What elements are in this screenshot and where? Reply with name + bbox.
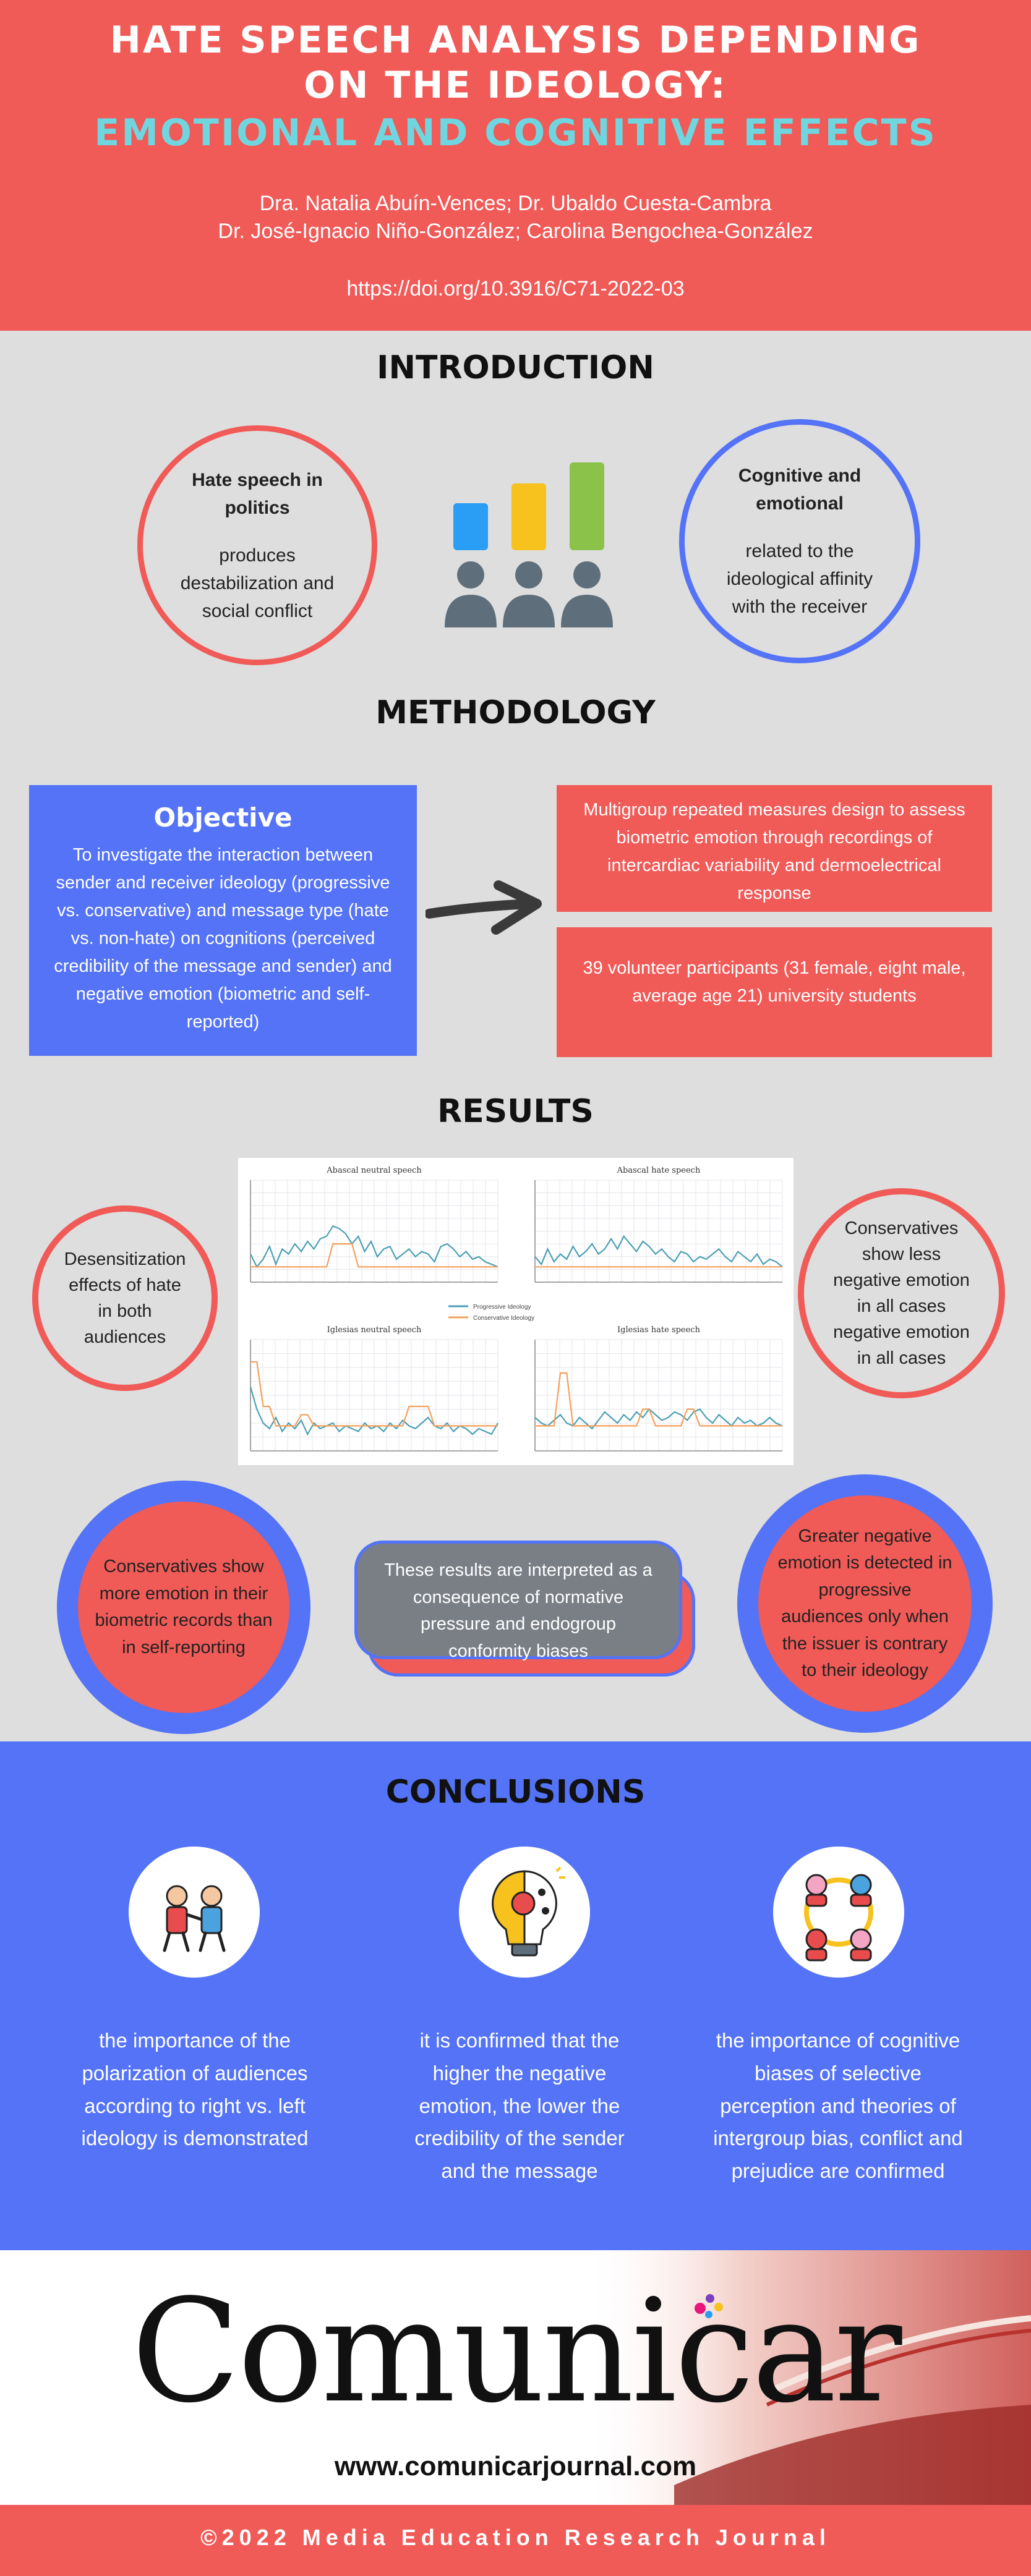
results-bottom-right-circle: Greater negative emotion is detected in … (737, 1474, 993, 1733)
chart-title: Iglesias neutral speech (327, 1325, 422, 1335)
audience-bar-chart-icon (445, 462, 613, 627)
title-line-1: HATE SPEECH ANALYSIS DEPENDING (109, 19, 922, 62)
series-line (534, 1408, 783, 1430)
chart-grid (534, 1180, 783, 1283)
design-text: Multigroup repeated measures design to a… (583, 800, 965, 903)
logo-dots-icon (695, 2294, 723, 2318)
title-line-2: ON THE IDEOLOGY: (304, 64, 727, 107)
title-line-3: EMOTIONAL AND COGNITIVE EFFECTS (94, 111, 937, 155)
chart-grid (534, 1339, 783, 1452)
series-line (250, 1361, 498, 1427)
legend-label: Conservative Ideology (473, 1315, 534, 1322)
intro-right-bold: Cognitive and emotional (738, 465, 862, 514)
books-image (581, 2250, 1031, 2505)
participants-text: 39 volunteer participants (31 female, ei… (583, 958, 966, 1006)
conclusion-text-1: the importance of the polarization of au… (81, 2029, 309, 2150)
results-charts: Abascal neutral speech Abascal hate spee… (249, 1166, 783, 1452)
journal-url[interactable]: www.comunicarjournal.com (334, 2451, 697, 2481)
conclusions-title: CONCLUSIONS (385, 1774, 646, 1811)
participants-box: 39 volunteer participants (31 female, ei… (557, 927, 992, 1057)
chart-grid (250, 1180, 498, 1283)
copyright-text: ©2022 Media Education Research Journal (200, 2525, 831, 2550)
intro-right-circle: Cognitive and emotional related to the i… (679, 419, 920, 663)
results-charts-panel: Abascal neutral speech Abascal hate spee… (238, 1158, 794, 1465)
header: HATE SPEECH ANALYSIS DEPENDING ON THE ID… (0, 0, 1031, 331)
authors-line-1: Dra. Natalia Abuín-Vences; Dr. Ubaldo Cu… (259, 192, 772, 215)
methodology-title: METHODOLOGY (375, 694, 656, 731)
intro-right-text: related to the ideological affinity with… (726, 541, 873, 617)
chart-iglesias-neutral: Iglesias neutral speech (249, 1325, 498, 1452)
brain-lightbulb-icon (459, 1847, 590, 1978)
intro-left-text: produces destabilization and social conf… (180, 545, 335, 621)
results-right-circle: Conservatives show less negative emotion… (798, 1188, 1005, 1398)
chart-title: Abascal hate speech (617, 1166, 701, 1175)
chart-title: Iglesias hate speech (617, 1325, 701, 1335)
chart-abascal-neutral: Abascal neutral speech (250, 1166, 498, 1283)
chart-legend: Progressive Ideology Conservative Ideolog… (448, 1304, 534, 1322)
objective-box: Objective To investigate the interaction… (29, 785, 417, 1056)
series-line (250, 1225, 498, 1269)
doi-link[interactable]: https://doi.org/10.3916/C71-2022-03 (346, 277, 685, 300)
chart-title: Abascal neutral speech (326, 1166, 422, 1175)
objective-title: Objective (153, 802, 293, 833)
chart-abascal-hate: Abascal hate speech (534, 1166, 783, 1283)
design-box: Multigroup repeated measures design to a… (557, 785, 992, 912)
right-arrow-icon (426, 880, 542, 935)
comunicar-logo: Comunicar (131, 2269, 902, 2434)
series-line (534, 1235, 783, 1268)
objective-text: To investigate the interaction between s… (54, 845, 392, 1032)
footer-copyright-bar: ©2022 Media Education Research Journal (0, 2505, 1031, 2576)
results-center-box: These results are interpreted as a conse… (354, 1541, 682, 1661)
footer-logo-area: Comunicar www.comunicarjournal.com (0, 2250, 1031, 2505)
results-bottom-right-text: Greater negative emotion is detected in … (777, 1526, 952, 1681)
results-left-circle: Desensitization effects of hate in both … (32, 1205, 218, 1391)
series-line (535, 1372, 782, 1427)
results-bottom-left-text: Conservatives show more emotion in their… (95, 1557, 273, 1657)
introduction-title: INTRODUCTION (377, 349, 654, 386)
conclusions-section: CONCLUSIONS (0, 1741, 1031, 2250)
results-right-text: Conservatives show less negative emotion… (833, 1218, 970, 1369)
series-line (250, 1243, 498, 1268)
conclusion-text-3: the importance of cognitive biases of se… (713, 2029, 963, 2183)
results-center-text: These results are interpreted as a conse… (384, 1560, 652, 1661)
results-bottom-left-circle: Conservatives show more emotion in their… (57, 1481, 310, 1734)
conclusion-text-2: it is confirmed that the higher the nega… (414, 2029, 625, 2183)
group-cycle-icon (773, 1847, 904, 1978)
chart-iglesias-hate: Iglesias hate speech (534, 1325, 783, 1452)
polarization-people-icon (129, 1847, 260, 1978)
results-left-text: Desensitization effects of hate in both … (64, 1249, 186, 1348)
results-title: RESULTS (437, 1093, 594, 1130)
legend-label: Progressive Ideology (473, 1304, 531, 1311)
authors-line-2: Dr. José-Ignacio Niño-González; Carolina… (218, 219, 813, 243)
intro-left-circle: Hate speech in politics produces destabi… (137, 425, 377, 665)
chart-grid (250, 1339, 498, 1452)
intro-left-bold: Hate speech in politics (192, 469, 323, 518)
